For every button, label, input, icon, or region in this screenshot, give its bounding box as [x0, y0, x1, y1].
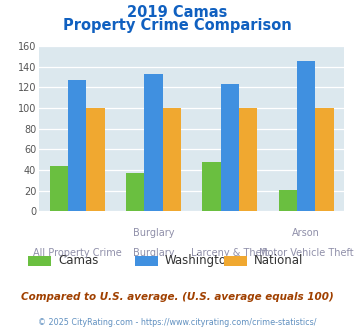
Text: © 2025 CityRating.com - https://www.cityrating.com/crime-statistics/: © 2025 CityRating.com - https://www.city… — [38, 318, 317, 327]
Text: 2019 Camas: 2019 Camas — [127, 5, 228, 20]
Bar — [239, 108, 257, 211]
Bar — [202, 162, 221, 211]
Text: Camas: Camas — [59, 254, 99, 267]
Bar — [50, 166, 68, 211]
Bar — [221, 84, 239, 211]
Text: Burglary: Burglary — [133, 228, 174, 238]
Text: Motor Vehicle Theft: Motor Vehicle Theft — [259, 248, 354, 257]
Text: Larceny & Theft: Larceny & Theft — [191, 248, 269, 257]
Text: All Property Crime: All Property Crime — [33, 248, 121, 257]
Bar — [126, 173, 144, 211]
Bar — [297, 61, 315, 211]
Text: Compared to U.S. average. (U.S. average equals 100): Compared to U.S. average. (U.S. average … — [21, 292, 334, 302]
Bar — [279, 189, 297, 211]
Bar — [68, 80, 86, 211]
Text: National: National — [254, 254, 303, 267]
Bar — [163, 108, 181, 211]
Bar — [315, 108, 334, 211]
Bar — [86, 108, 105, 211]
Bar — [144, 74, 163, 211]
Text: Property Crime Comparison: Property Crime Comparison — [63, 18, 292, 33]
Text: Arson: Arson — [292, 228, 320, 238]
Text: Washington: Washington — [165, 254, 235, 267]
Text: Burglary: Burglary — [133, 248, 174, 257]
